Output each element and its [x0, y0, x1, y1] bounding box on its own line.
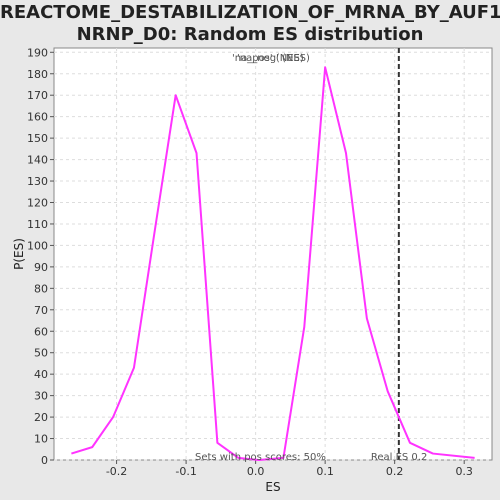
- y-tick-label: 130: [27, 175, 48, 188]
- y-tick-label: 120: [27, 197, 48, 210]
- y-tick-label: 170: [27, 89, 48, 102]
- x-tick-label: -0.1: [175, 465, 196, 478]
- y-tick-label: 60: [34, 325, 48, 338]
- reference-line-label: Real ES 0.2: [371, 452, 427, 463]
- x-tick-label: 0.1: [316, 465, 334, 478]
- y-tick-label: 160: [27, 111, 48, 124]
- chart-title-line-2: NRNP_D0: Random ES distribution: [76, 24, 424, 45]
- legend-entry: 'na_pos' (NES): [232, 53, 304, 64]
- pos-scores-annotation: Sets with pos scores: 50%: [195, 452, 326, 463]
- reference-line-group: Real ES 0.2: [371, 48, 427, 463]
- y-tick-label: 100: [27, 239, 48, 252]
- y-tick-label: 80: [34, 282, 48, 295]
- chart-title: REACTOME_DESTABILIZATION_OF_MRNA_BY_AUF1…: [0, 0, 500, 46]
- y-tick-label: 30: [34, 390, 48, 403]
- legend-entry: 'na_neg' (NES): [237, 53, 310, 64]
- x-tick-label: -0.2: [106, 465, 127, 478]
- y-tick-label: 0: [41, 454, 48, 467]
- series-group: [71, 66, 475, 461]
- y-tick-label: 70: [34, 304, 48, 317]
- y-tick-label: 90: [34, 261, 48, 274]
- y-tick-label: 180: [27, 68, 48, 81]
- x-axis: -0.2 -0.1 0.0 0.1 0.2 0.3: [106, 460, 473, 478]
- y-tick-label: 140: [27, 154, 48, 167]
- x-axis-title: ES: [265, 480, 280, 494]
- grid-lines: [54, 48, 492, 461]
- y-tick-label: 110: [27, 218, 48, 231]
- y-tick-label: 50: [34, 347, 48, 360]
- x-tick-label: 0.2: [386, 465, 404, 478]
- y-tick-label: 40: [34, 368, 48, 381]
- y-tick-label: 190: [27, 46, 48, 59]
- legend: 'na_pos' (NES)'na_neg' (NES): [232, 53, 310, 64]
- x-tick-label: 0.0: [247, 465, 265, 478]
- y-tick-label: 150: [27, 132, 48, 145]
- y-tick-label: 10: [34, 433, 48, 446]
- chart-title-line-1: REACTOME_DESTABILIZATION_OF_MRNA_BY_AUF1…: [0, 2, 500, 23]
- y-axis: 0 10 20 30 40 50 60 70 80 90 100 110 120 130 140 150 160…: [27, 46, 54, 467]
- plot-area: [53, 47, 493, 461]
- y-axis-title: P(ES): [12, 238, 26, 270]
- series-line: [71, 66, 475, 461]
- y-tick-label: 20: [34, 411, 48, 424]
- x-tick-label: 0.3: [455, 465, 473, 478]
